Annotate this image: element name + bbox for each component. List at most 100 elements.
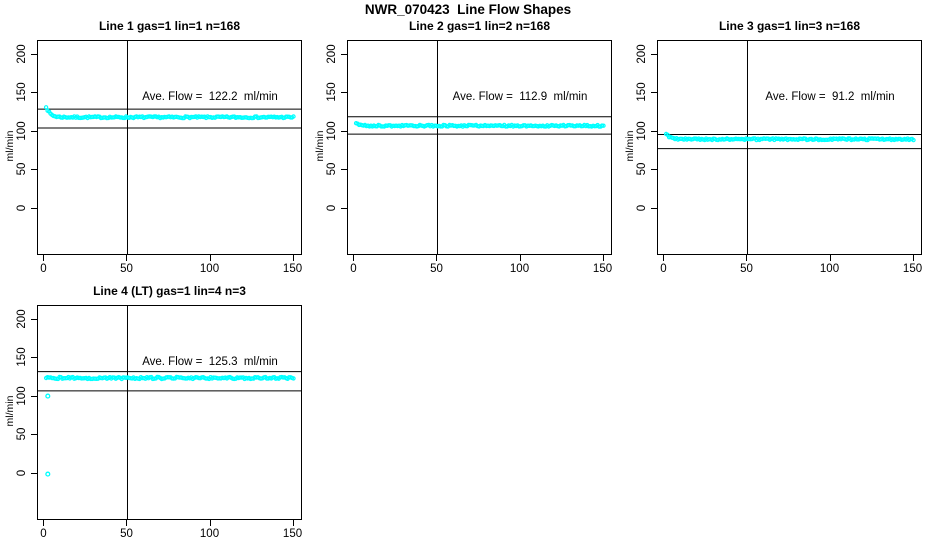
y-tick-label: 150 [16, 347, 28, 367]
y-tick [651, 130, 657, 132]
y-tick-label: 0 [636, 204, 648, 212]
y-tick-label: 100 [326, 121, 338, 141]
subplot-title: Line 3 gas=1 lin=3 n=168 [718, 19, 861, 33]
x-tick [602, 255, 604, 261]
y-tick [31, 53, 37, 55]
x-tick [126, 255, 128, 261]
subplot-title: Line 1 gas=1 lin=1 n=168 [98, 19, 241, 33]
x-tick-label: 100 [509, 263, 530, 275]
y-tick-label: 150 [16, 82, 28, 102]
x-tick [292, 520, 294, 526]
y-tick [341, 92, 347, 94]
subplot-line-1: Line 1 gas=1 lin=1 n=168 ml/min Ave. Flo… [0, 18, 310, 280]
y-tick-label: 200 [326, 44, 338, 64]
y-tick-label: 0 [326, 204, 338, 212]
x-tick-label: 50 [740, 263, 753, 275]
x-tick [292, 255, 294, 261]
x-tick-label: 0 [350, 263, 357, 275]
x-tick-label: 150 [902, 263, 923, 275]
subplot-title: Line 4 (LT) gas=1 lin=4 n=3 [93, 284, 246, 298]
x-tick [519, 255, 521, 261]
y-tick [31, 318, 37, 320]
y-tick [31, 434, 37, 436]
figure-title: NWR_070423 Line Flow Shapes [364, 2, 572, 17]
y-tick [341, 130, 347, 132]
y-tick [651, 169, 657, 171]
y-tick [341, 208, 347, 210]
y-tick [341, 53, 347, 55]
data-point [291, 114, 296, 119]
y-tick-label: 0 [16, 469, 28, 477]
y-tick [31, 395, 37, 397]
data-point [911, 137, 916, 143]
y-axis-label: ml/min [624, 130, 636, 162]
data-point [291, 376, 296, 381]
y-tick-label: 0 [16, 204, 28, 212]
plot-area: Ave. Flow = 91.2 ml/min [657, 40, 922, 255]
subplot-line-2: Line 2 gas=1 lin=2 n=168 ml/min Ave. Flo… [310, 18, 620, 280]
y-tick-label: 50 [326, 163, 338, 176]
x-tick [663, 255, 665, 261]
x-tick [912, 255, 914, 261]
y-tick-label: 100 [16, 386, 28, 406]
x-tick-label: 100 [199, 263, 220, 275]
y-tick-label: 150 [326, 82, 338, 102]
plot-area: Ave. Flow = 125.3 ml/min [37, 305, 302, 520]
y-tick-label: 200 [16, 309, 28, 329]
y-tick [31, 473, 37, 475]
x-tick-label: 0 [40, 263, 47, 275]
y-tick-label: 100 [636, 121, 648, 141]
data-point [601, 123, 606, 128]
y-tick [31, 357, 37, 359]
scatter-canvas [658, 41, 921, 254]
x-tick [436, 255, 438, 261]
ave-flow-label: Ave. Flow = 91.2 ml/min [765, 91, 895, 103]
scatter-canvas [38, 306, 301, 519]
y-axis-label: ml/min [4, 395, 16, 427]
x-tick [209, 520, 211, 526]
data-point [43, 105, 49, 110]
y-tick [341, 169, 347, 171]
y-tick-label: 50 [16, 163, 28, 176]
y-tick-label: 100 [16, 121, 28, 141]
data-points-layer [43, 105, 296, 121]
x-tick-label: 100 [819, 263, 840, 275]
data-points-layer [663, 131, 916, 143]
ave-flow-label: Ave. Flow = 122.2 ml/min [142, 91, 278, 103]
x-tick [43, 255, 45, 261]
y-tick-label: 150 [636, 82, 648, 102]
y-tick-label: 50 [636, 163, 648, 176]
y-tick [31, 130, 37, 132]
y-tick-label: 50 [16, 428, 28, 441]
y-tick-label: 200 [636, 44, 648, 64]
y-tick [31, 208, 37, 210]
outlier-point [45, 471, 51, 477]
x-tick-label: 0 [660, 263, 667, 275]
scatter-canvas [38, 41, 301, 254]
y-axis-label: ml/min [314, 130, 326, 162]
subplot-line-3: Line 3 gas=1 lin=3 n=168 ml/min Ave. Flo… [620, 18, 930, 280]
x-tick [353, 255, 355, 261]
x-tick [829, 255, 831, 261]
x-tick-label: 150 [592, 263, 613, 275]
x-tick-label: 50 [430, 263, 443, 275]
x-tick-label: 50 [120, 528, 133, 540]
plot-area: Ave. Flow = 112.9 ml/min [347, 40, 612, 255]
data-points-layer [43, 374, 296, 477]
plot-area: Ave. Flow = 122.2 ml/min [37, 40, 302, 255]
x-tick [43, 520, 45, 526]
x-tick [126, 520, 128, 526]
x-tick-label: 150 [282, 528, 303, 540]
subplot-line-4: Line 4 (LT) gas=1 lin=4 n=3 ml/min Ave. … [0, 283, 310, 545]
y-tick-label: 200 [16, 44, 28, 64]
y-tick [31, 92, 37, 94]
y-tick [31, 169, 37, 171]
x-tick [209, 255, 211, 261]
x-tick-label: 50 [120, 263, 133, 275]
subplot-title: Line 2 gas=1 lin=2 n=168 [408, 19, 551, 33]
y-tick [651, 208, 657, 210]
x-tick-label: 150 [282, 263, 303, 275]
ave-flow-label: Ave. Flow = 112.9 ml/min [452, 91, 588, 103]
y-axis-label: ml/min [4, 130, 16, 162]
x-tick [746, 255, 748, 261]
